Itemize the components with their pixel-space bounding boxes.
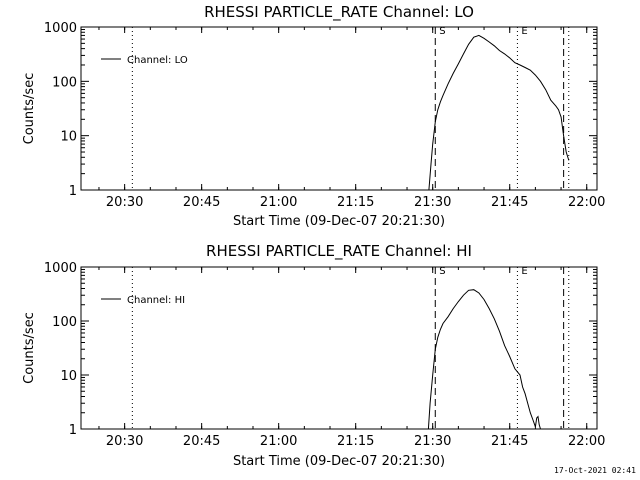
plot-frame [80, 26, 598, 191]
event-marker-label: S [439, 266, 445, 277]
x-tick-label: 21:45 [491, 195, 528, 210]
event-marker-label: E [521, 26, 527, 37]
x-tick-label: 20:45 [183, 195, 220, 210]
y-tick-label: 10 [60, 130, 77, 145]
x-axis-label: Start Time (09-Dec-07 20:21:30) [233, 454, 445, 469]
x-tick-label: 22:00 [568, 434, 605, 449]
x-tick-label: 21:30 [414, 434, 451, 449]
series-line [428, 34, 570, 191]
x-tick-label: 21:15 [337, 195, 374, 210]
chart-title: RHESSI PARTICLE_RATE Channel: LO [204, 3, 474, 22]
x-tick-label: 21:30 [414, 195, 451, 210]
event-marker-label: E [521, 266, 527, 277]
y-axis-label: Counts/sec [22, 73, 37, 145]
y-tick-label: 1 [69, 184, 77, 199]
x-tick-label: 21:45 [491, 434, 528, 449]
y-tick-label: 1000 [44, 21, 77, 36]
x-tick-label: 20:45 [183, 434, 220, 449]
y-tick-label: 1000 [44, 261, 77, 276]
x-tick-label: 22:00 [568, 195, 605, 210]
legend-label: Channel: HI [127, 295, 185, 306]
y-tick-label: 10 [60, 369, 77, 384]
chart-title: RHESSI PARTICLE_RATE Channel: HI [206, 242, 472, 261]
y-tick-label: 1 [69, 423, 77, 438]
x-tick-label: 21:00 [260, 195, 297, 210]
x-tick-label: 20:30 [106, 434, 143, 449]
series-line [427, 289, 541, 430]
event-marker-label: S [439, 26, 445, 37]
y-tick-label: 100 [52, 315, 77, 330]
y-axis-label: Counts/sec [22, 312, 37, 384]
x-tick-label: 21:00 [260, 434, 297, 449]
legend-label: Channel: LO [127, 55, 188, 66]
footer-timestamp: 17-Oct-2021 02:41 [554, 466, 636, 475]
plot-frame [80, 266, 598, 430]
x-axis-label: Start Time (09-Dec-07 20:21:30) [233, 214, 445, 229]
x-tick-label: 20:30 [106, 195, 143, 210]
x-tick-label: 21:15 [337, 434, 374, 449]
y-tick-label: 100 [52, 75, 77, 90]
